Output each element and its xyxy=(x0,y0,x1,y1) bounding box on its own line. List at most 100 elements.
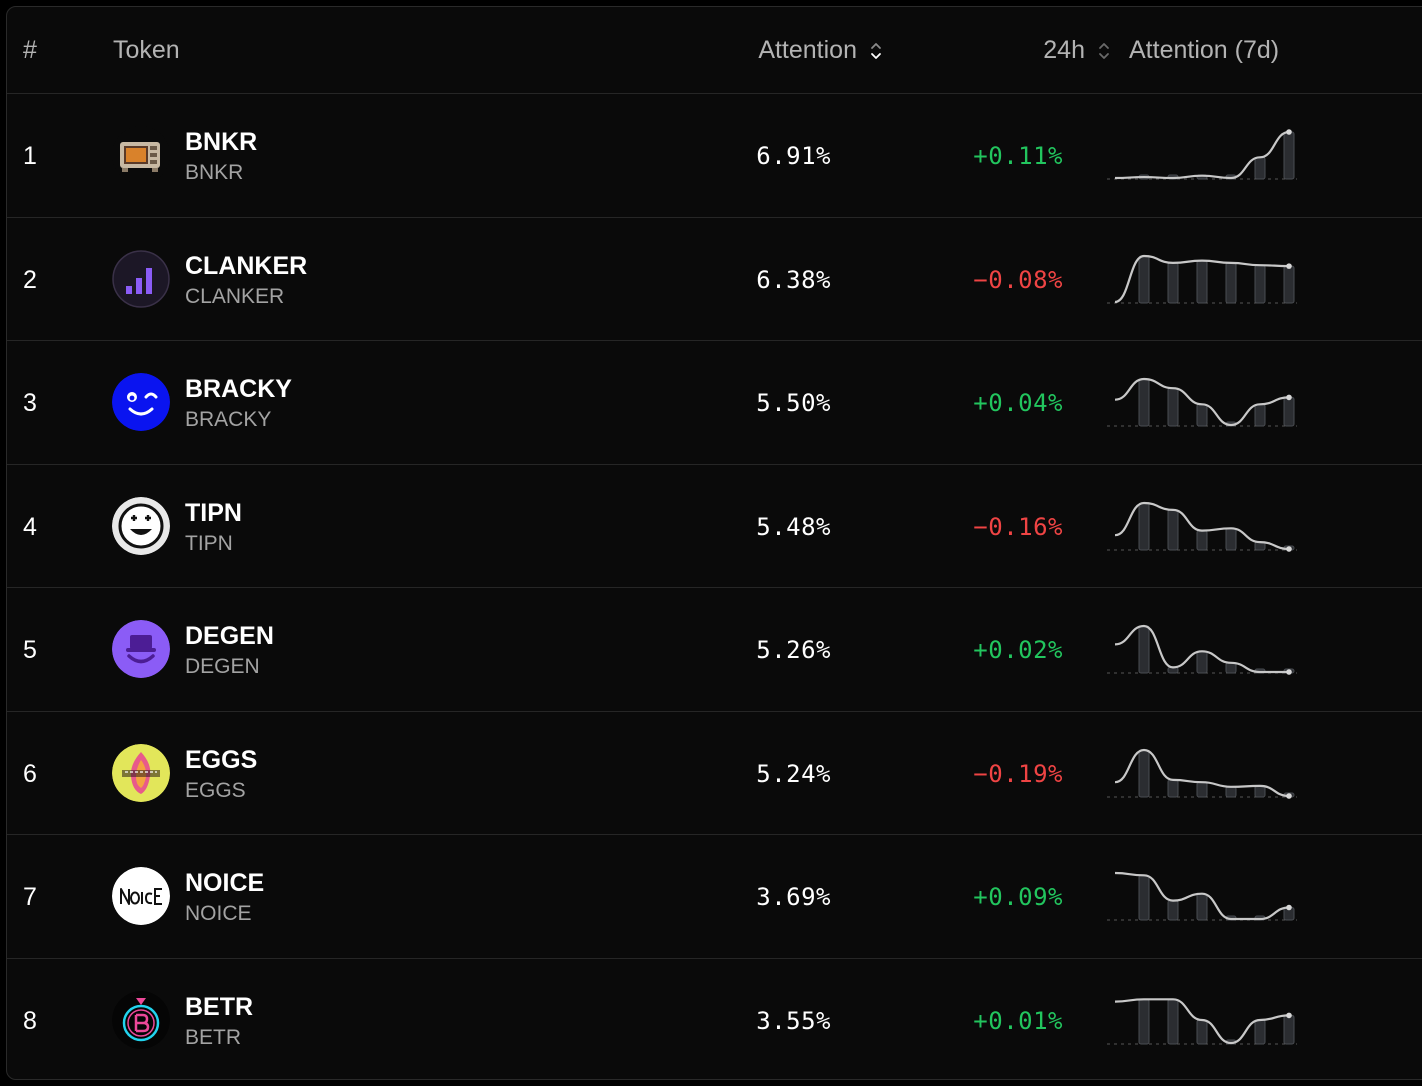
row-rank: 3 xyxy=(23,389,37,417)
token-symbol: BRACKY xyxy=(185,408,272,431)
sparkline-bar xyxy=(1225,527,1237,550)
sparkline-end-dot xyxy=(1286,669,1292,675)
table-row[interactable]: 7 NOICE NOICE 3.69% +0.09% xyxy=(7,835,1422,959)
sparkline-bar xyxy=(1283,1014,1295,1044)
sparkline-bar xyxy=(1225,261,1237,303)
row-rank: 8 xyxy=(23,1006,37,1035)
token-symbol: TIPN xyxy=(185,531,233,555)
table-row[interactable]: 6 EGGS EGGS 5.24% −0.19% xyxy=(7,712,1422,835)
row-rank: 1 xyxy=(23,142,37,170)
attention-7d-column-header: Attention (7d) xyxy=(1129,36,1280,64)
sparkline-bar xyxy=(1196,403,1208,427)
sparkline-bar xyxy=(1283,131,1295,180)
attention-value: 5.24% xyxy=(756,759,831,788)
attention-sparkline xyxy=(1107,254,1297,304)
attention-value: 5.26% xyxy=(756,636,831,664)
change-24h-value: +0.01% xyxy=(973,1006,1063,1035)
table-row[interactable]: 2 CLANKER CLANKER 6.38% −0.08% xyxy=(7,218,1422,341)
token-symbol: CLANKER xyxy=(185,284,285,308)
sparkline-bar xyxy=(1283,265,1295,304)
attention-sparkline xyxy=(1107,129,1297,180)
sparkline-end-dot xyxy=(1286,1012,1292,1018)
attention-column-header[interactable]: Attention xyxy=(758,35,881,65)
change-24h-value: +0.02% xyxy=(973,636,1063,664)
sparkline-line xyxy=(1114,748,1290,797)
sparkline-end-dot xyxy=(1286,129,1292,135)
sparkline-bar xyxy=(1138,625,1150,674)
change-24h-value: −0.19% xyxy=(973,759,1063,788)
noice-logo-icon xyxy=(112,867,170,925)
token-symbol: DEGEN xyxy=(185,655,260,678)
token-name: NOICE xyxy=(185,869,265,897)
sparkline-line xyxy=(1114,254,1290,303)
sparkline-bar xyxy=(1254,264,1266,303)
sparkline-bar xyxy=(1254,784,1266,798)
sparkline-bar xyxy=(1167,900,1179,921)
table-row[interactable]: 8 BETR BETR 3.55% +0.01% xyxy=(7,959,1422,1080)
sparkline-bar xyxy=(1138,874,1150,921)
sort-icon[interactable] xyxy=(1097,40,1111,62)
row-rank: 6 xyxy=(23,759,37,788)
sparkline-end-dot xyxy=(1286,394,1292,401)
sparkline-bar xyxy=(1225,662,1237,674)
change-24h-value: +0.11% xyxy=(973,142,1063,170)
change-24h-value: −0.08% xyxy=(973,265,1063,294)
sparkline-bar xyxy=(1196,529,1208,550)
row-rank: 5 xyxy=(23,636,37,664)
change-24h-column-header[interactable]: 24h xyxy=(1043,35,1109,65)
sparkline-bar xyxy=(1254,403,1266,427)
attention-value: 5.48% xyxy=(756,512,831,541)
attention-sparkline xyxy=(1107,624,1297,675)
token-attention-table: # Token Attention 24h Attention (7d) 1 B… xyxy=(6,6,1422,1080)
sparkline-end-dot xyxy=(1286,904,1292,911)
attention-sparkline xyxy=(1107,997,1297,1045)
sparkline-bar xyxy=(1196,781,1208,798)
sparkline-bar xyxy=(1254,156,1266,180)
degen-logo-icon xyxy=(112,620,170,678)
attention-value: 3.55% xyxy=(756,1006,831,1035)
table-row[interactable]: 3 BRACKY BRACKY 5.50% +0.04% xyxy=(7,341,1422,465)
attention-value: 6.38% xyxy=(756,265,831,294)
change-24h-value: −0.16% xyxy=(973,512,1063,541)
token-name: CLANKER xyxy=(185,251,308,280)
rank-column-header: # xyxy=(23,36,37,64)
table-row[interactable]: 1 BNKR BNKR 6.91% +0.11% xyxy=(7,94,1422,218)
eggs-logo-icon xyxy=(112,743,170,802)
sort-icon[interactable] xyxy=(869,40,883,62)
change-header-label: 24h xyxy=(1043,36,1085,64)
sparkline-bar xyxy=(1167,508,1179,550)
attention-header-label: Attention xyxy=(758,36,857,64)
sparkline-bar xyxy=(1138,749,1150,797)
token-name: BNKR xyxy=(185,128,258,156)
sparkline-line xyxy=(1114,501,1290,550)
attention-sparkline xyxy=(1107,501,1297,552)
sparkline-bar xyxy=(1167,387,1179,427)
sparkline-bar xyxy=(1167,998,1179,1045)
table-row[interactable]: 5 DEGEN DEGEN 5.26% +0.02% xyxy=(7,588,1422,712)
clanker-logo-icon xyxy=(112,249,170,308)
sparkline-bar xyxy=(1167,778,1179,798)
betr-logo-icon xyxy=(112,990,170,1049)
attention-sparkline xyxy=(1107,748,1297,799)
sparkline-line xyxy=(1114,130,1290,180)
token-name: BETR xyxy=(185,992,254,1021)
token-name: BRACKY xyxy=(185,375,292,403)
sparkline-end-dot xyxy=(1286,792,1292,799)
sparkline-bar xyxy=(1196,1019,1208,1044)
attention-sparkline xyxy=(1107,377,1297,427)
change-24h-value: +0.09% xyxy=(973,883,1063,911)
row-rank: 4 xyxy=(23,512,37,541)
sparkline-bar xyxy=(1138,255,1150,303)
token-name: TIPN xyxy=(185,498,242,527)
sparkline-bar xyxy=(1196,893,1208,921)
table-row[interactable]: 4 TIPN TIPN 5.48% −0.16% xyxy=(7,465,1422,588)
sparkline-bar xyxy=(1138,378,1150,427)
sparkline-bar xyxy=(1196,259,1208,304)
token-column-header: Token xyxy=(113,36,180,64)
sparkline-line xyxy=(1114,871,1290,921)
token-symbol: BNKR xyxy=(185,161,244,184)
sparkline-bar xyxy=(1167,261,1179,303)
sparkline-bar xyxy=(1138,998,1150,1045)
attention-sparkline xyxy=(1107,871,1297,921)
sparkline-bar xyxy=(1283,396,1295,427)
